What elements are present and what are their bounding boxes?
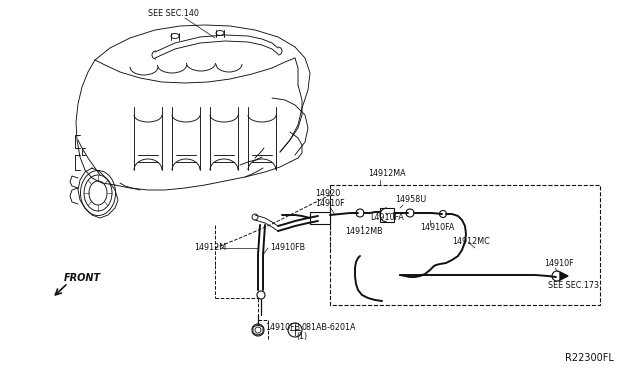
- Bar: [330, 185, 600, 305]
- Text: R22300FL: R22300FL: [565, 353, 614, 363]
- Text: L4910FA: L4910FA: [370, 214, 404, 222]
- Text: 14958U: 14958U: [395, 196, 426, 205]
- Text: 14910F: 14910F: [315, 199, 344, 208]
- Text: FRONT: FRONT: [64, 273, 101, 283]
- Text: 14910FA: 14910FA: [420, 224, 454, 232]
- Text: 14912MA: 14912MA: [368, 170, 406, 179]
- Text: SEE SEC.173: SEE SEC.173: [548, 280, 599, 289]
- Text: 14910FB: 14910FB: [270, 244, 305, 253]
- Bar: [380, 208, 394, 222]
- Polygon shape: [560, 272, 568, 280]
- Text: 14920: 14920: [315, 189, 340, 198]
- Bar: [310, 212, 330, 224]
- Text: 14910FB: 14910FB: [265, 324, 300, 333]
- Text: SEE SEC.140: SEE SEC.140: [148, 9, 199, 17]
- Text: 14912MB: 14912MB: [345, 228, 383, 237]
- Text: 14912MC: 14912MC: [452, 237, 490, 247]
- Text: 081AB-6201A: 081AB-6201A: [302, 324, 356, 333]
- Text: 14910F: 14910F: [544, 259, 573, 267]
- Text: 14912M: 14912M: [194, 244, 226, 253]
- Text: (1): (1): [296, 333, 308, 341]
